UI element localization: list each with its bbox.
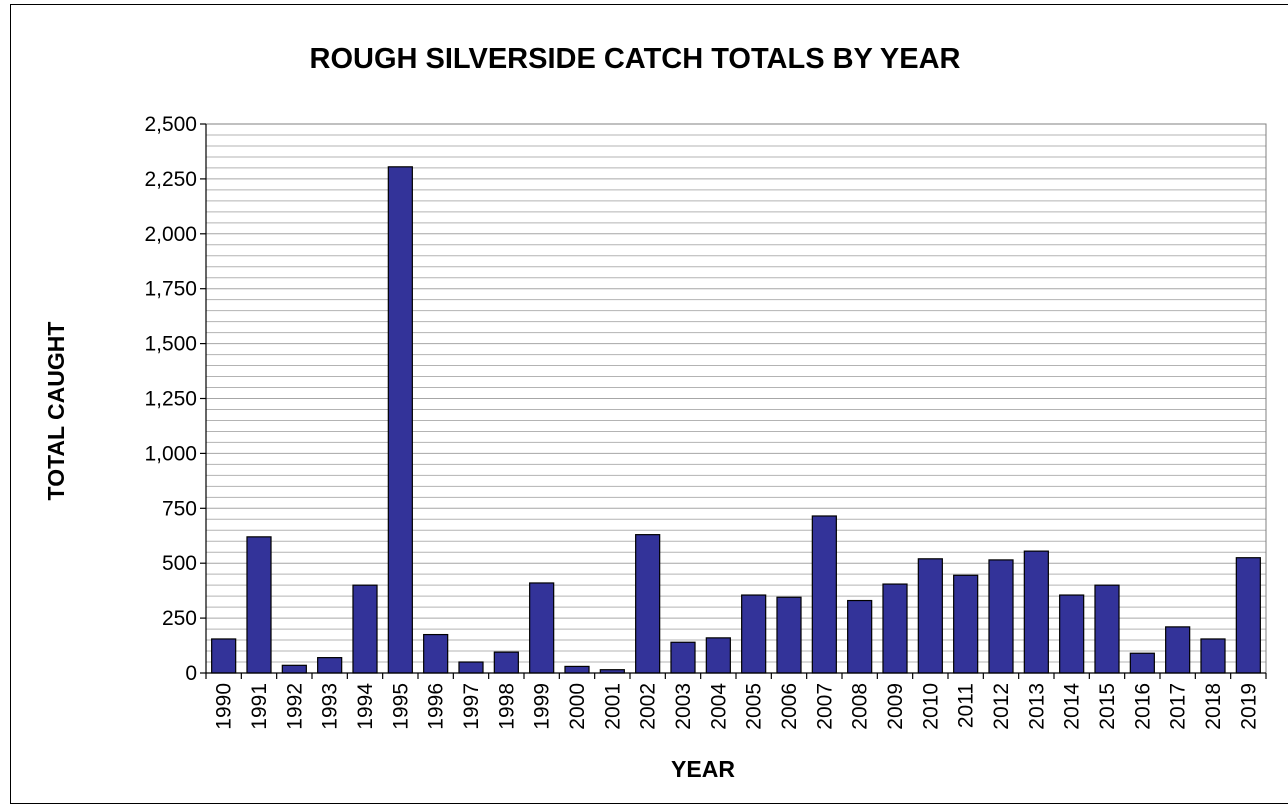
bar-1991	[246, 536, 272, 674]
x-tick-label: 1991	[248, 683, 271, 730]
x-tick-label: 2009	[884, 683, 907, 730]
y-tick-label: 750	[162, 497, 197, 520]
x-tick-label: 2010	[919, 683, 942, 730]
y-tick-label: 1,250	[144, 388, 197, 411]
bar-2002	[635, 534, 661, 674]
bar-1997	[458, 661, 484, 674]
y-tick-labels: 0 250 500 750 1,000 1,250 1,500 1,750 2,000 2,250…	[144, 113, 197, 685]
x-tick-label: 2017	[1167, 683, 1190, 730]
x-tick-label: 2007	[813, 683, 836, 730]
x-tick-label: 2002	[637, 683, 660, 730]
chart-title: ROUGH SILVERSIDE CATCH TOTALS BY YEAR	[310, 43, 961, 75]
bar-2014	[1059, 594, 1085, 674]
x-tick-label: 1992	[283, 683, 306, 730]
y-tick-label: 2,500	[144, 113, 197, 136]
bar-2004	[705, 637, 731, 674]
bar-2012	[988, 559, 1014, 674]
x-tick-label: 2001	[601, 683, 624, 730]
x-tick-label: 2014	[1061, 683, 1084, 730]
bar-2017	[1165, 626, 1191, 674]
bar-1995	[387, 166, 413, 674]
x-tick-label: 2011	[955, 683, 978, 728]
bar-2019	[1235, 557, 1261, 674]
y-tick-label: 500	[162, 552, 197, 575]
x-tick-label: 2018	[1202, 683, 1225, 730]
bar-1998	[493, 651, 519, 674]
axes	[200, 123, 1267, 679]
bar-2013	[1023, 550, 1049, 674]
bar-2008	[847, 599, 873, 674]
bar-2000	[564, 665, 590, 674]
bar-1992	[281, 664, 307, 674]
x-tick-label: 1993	[319, 683, 342, 730]
x-tick-label: 2019	[1237, 683, 1260, 730]
x-tick-label: 2000	[566, 683, 589, 730]
bar-1999	[529, 582, 555, 674]
x-tick-label: 1999	[531, 683, 554, 730]
x-tick-label: 2008	[849, 683, 872, 730]
y-axis-title: TOTAL CAUGHT	[43, 322, 69, 501]
x-tick-label: 2005	[743, 683, 766, 730]
y-tick-label: 1,500	[144, 333, 197, 356]
x-tick-label: 2012	[990, 683, 1013, 730]
x-tick-label: 1994	[354, 683, 377, 730]
y-tick-label: 2,250	[144, 168, 197, 191]
bar-1993	[317, 657, 343, 674]
bar-1994	[352, 584, 378, 674]
x-tick-label: 2006	[778, 683, 801, 730]
bar-2016	[1129, 652, 1155, 674]
x-tick-label: 2003	[672, 683, 695, 730]
y-tick-label: 0	[185, 662, 197, 685]
y-tick-label: 250	[162, 607, 197, 630]
bar-2010	[917, 558, 943, 674]
bar-2003	[670, 641, 696, 674]
x-axis-title: YEAR	[671, 756, 735, 782]
gridlines	[206, 134, 1266, 663]
bar-1996	[423, 633, 449, 674]
bar-2005	[741, 594, 767, 674]
y-tick-label: 1,750	[144, 278, 197, 301]
x-tick-labels: 1990 1991 1992 1993 1994 1995 1996 1997 1998 1999…	[213, 683, 1261, 730]
bar-2007	[811, 515, 837, 674]
x-tick-label: 2004	[707, 683, 730, 730]
bar-1990	[211, 638, 237, 674]
x-tick-label: 1996	[425, 683, 448, 730]
x-tick-label: 2015	[1096, 683, 1119, 730]
bars	[211, 166, 1261, 674]
bar-2015	[1094, 584, 1120, 674]
bar-2018	[1200, 638, 1226, 674]
x-tick-label: 1990	[213, 683, 236, 730]
bar-2009	[882, 583, 908, 674]
y-tick-label: 1,000	[144, 442, 197, 465]
x-tick-label: 1998	[495, 683, 518, 730]
x-tick-label: 2016	[1131, 683, 1154, 730]
bar-2011	[953, 574, 979, 674]
x-tick-label: 2013	[1025, 683, 1048, 730]
x-tick-label: 1997	[460, 683, 483, 730]
x-tick-label: 1995	[389, 683, 412, 730]
y-tick-label: 2,000	[144, 223, 197, 246]
bar-2006	[776, 596, 802, 674]
